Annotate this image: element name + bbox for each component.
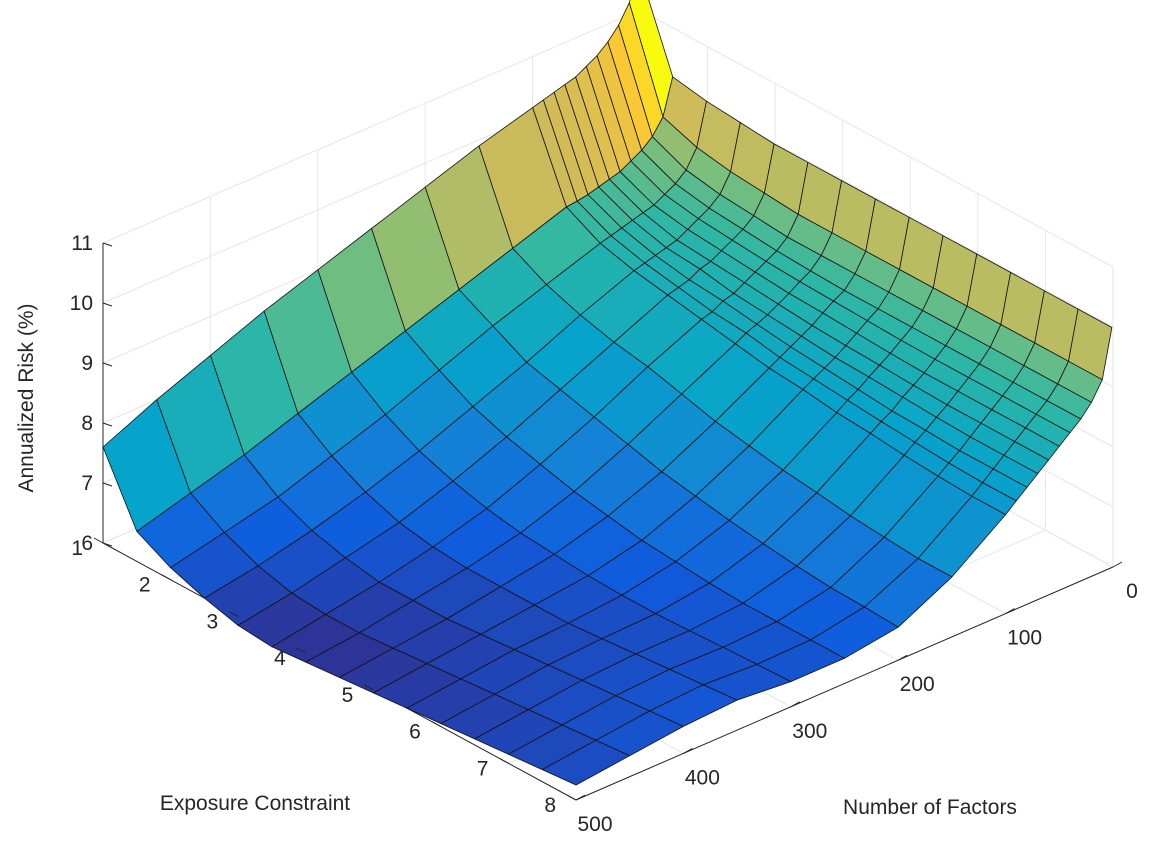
y-tick-mark: [499, 757, 509, 764]
y-tick-mark: [296, 647, 306, 654]
x-tick-mark: [683, 747, 693, 754]
y-tick-label: 4: [274, 647, 286, 670]
z-tick-mark: [102, 242, 113, 247]
grid-line: [102, 9, 641, 244]
x-axis-label: Number of Factors: [843, 796, 1017, 819]
z-tick-label: 7: [81, 472, 93, 495]
x-tick-label: 400: [685, 766, 720, 789]
surface-layer: [102, 0, 1113, 786]
z-axis-label: Annualized Risk (%): [15, 303, 38, 492]
x-tick-mark: [897, 654, 908, 661]
x-axis-line: [575, 566, 1114, 801]
y-tick-mark: [93, 537, 104, 544]
x-tick-label: 100: [1007, 627, 1042, 650]
z-tick-label: 6: [81, 532, 93, 555]
x-tick-mark: [575, 794, 586, 801]
y-tick-mark: [364, 684, 374, 691]
y-tick-mark: [161, 574, 171, 581]
y-tick-label: 8: [544, 794, 556, 817]
grid-line: [639, 9, 1114, 268]
z-tick-label: 9: [81, 352, 93, 375]
x-tick-label: 200: [900, 673, 935, 696]
y-tick-mark: [566, 794, 577, 801]
y-tick-label: 1: [71, 537, 83, 560]
z-tick-mark: [102, 542, 113, 547]
x-tick-mark: [1005, 608, 1015, 615]
y-axis-label: Exposure Constraint: [160, 792, 350, 815]
x-tick-mark: [790, 701, 801, 708]
z-tick-label: 10: [70, 292, 93, 315]
y-tick-mark: [431, 721, 442, 728]
surface-facet: [541, 739, 631, 786]
z-tick-label: 8: [81, 412, 93, 435]
z-tick-mark: [102, 362, 113, 367]
y-tick-label: 2: [139, 574, 151, 597]
y-tick-label: 7: [477, 757, 489, 780]
x-tick-label: 300: [792, 720, 827, 743]
z-tick-label: 11: [71, 232, 93, 255]
y-tick-label: 6: [409, 721, 421, 744]
z-tick-mark: [102, 302, 113, 307]
y-tick-label: 5: [342, 684, 354, 707]
y-tick-label: 3: [206, 610, 218, 633]
x-tick-label: 0: [1126, 580, 1138, 603]
x-tick-label: 500: [577, 813, 612, 836]
y-tick-mark: [228, 610, 239, 617]
x-tick-mark: [1112, 561, 1123, 568]
z-tick-mark: [102, 482, 113, 487]
z-tick-mark: [102, 422, 113, 427]
